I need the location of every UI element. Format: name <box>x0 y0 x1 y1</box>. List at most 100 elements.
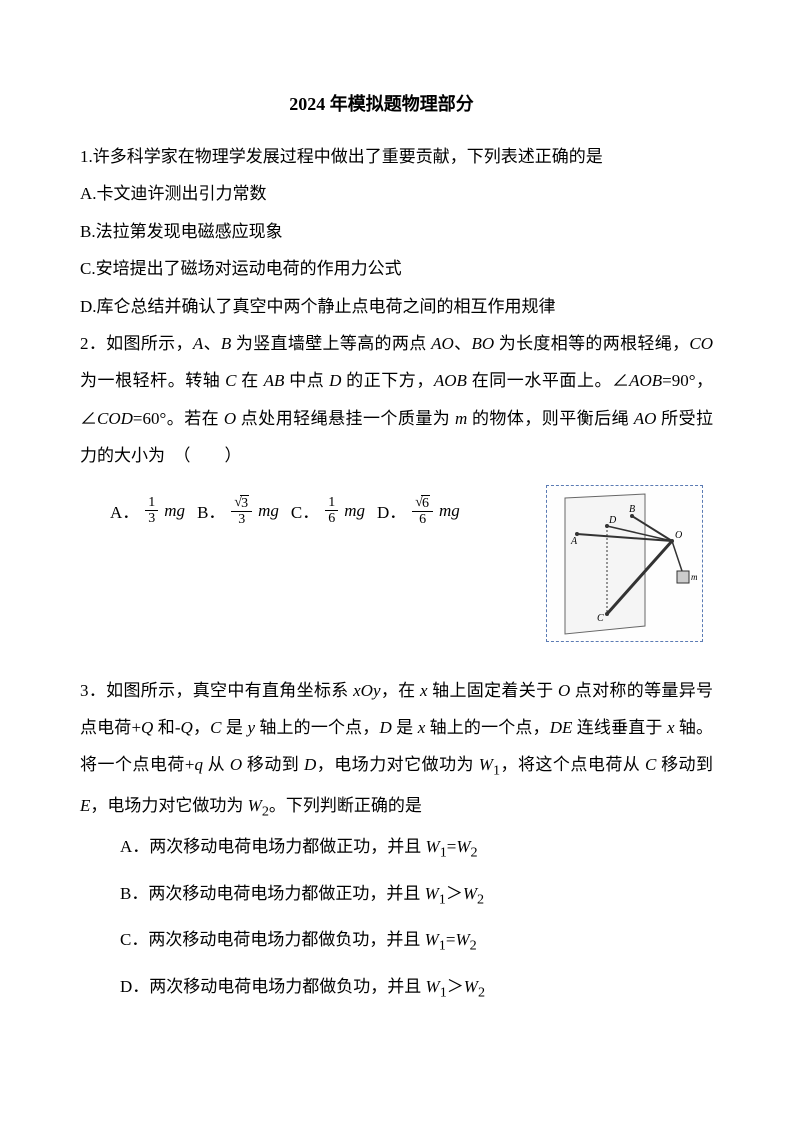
text: 3．如图所示，真空中有直角坐标系 <box>80 681 353 700</box>
text: ，电场力对它做功为 <box>90 796 247 815</box>
text: 的正下方， <box>341 371 434 390</box>
var: q <box>194 755 203 774</box>
diagram-label-m: m <box>691 572 698 582</box>
q1-option-b: B.法拉第发现电磁感应现象 <box>80 213 713 250</box>
q2-options: A． 1 3 mg B． √3 3 mg C． 1 6 <box>80 485 460 528</box>
text: ，将这个点电荷从 <box>500 755 645 774</box>
q3-option-d: D．两次移动电荷电场力都做负功，并且 W1＞W2 <box>120 967 713 1009</box>
text: 、 <box>203 334 221 353</box>
text: ， <box>193 718 210 737</box>
diagram-label-c: C <box>597 613 604 624</box>
text: 轴上固定着关于 <box>428 681 558 700</box>
text: 2．如图所示， <box>80 334 193 353</box>
text: B．两次移动电荷电场力都做正功，并且 <box>120 884 425 903</box>
page-title: 2024 年模拟题物理部分 <box>50 90 713 116</box>
text: C．两次移动电荷电场力都做负功，并且 <box>120 930 425 949</box>
var-co: CO <box>689 334 713 353</box>
q1-option-d: D.库仑总结并确认了真空中两个静止点电荷之间的相互作用规律 <box>80 288 713 325</box>
text: 、 <box>454 334 472 353</box>
text: 轴上的一个点， <box>255 718 379 737</box>
text: 连线垂直于 <box>572 718 667 737</box>
text: 为一根轻杆。转轴 <box>80 371 225 390</box>
var: D <box>379 718 391 737</box>
tail: mg <box>439 501 460 521</box>
sub: 2 <box>470 938 477 954</box>
text: ，在 <box>381 681 421 700</box>
sub: 2 <box>262 803 269 819</box>
q1-stem: 1.许多科学家在物理学发展过程中做出了重要贡献，下列表述正确的是 <box>80 138 713 175</box>
numerator: √6 <box>412 495 433 512</box>
text: D．两次移动电荷电场力都做负功，并且 <box>120 977 426 996</box>
var: W <box>456 837 470 856</box>
var: y <box>247 718 255 737</box>
numerator: 1 <box>145 495 158 511</box>
text: 中点 <box>284 371 329 390</box>
fraction: 1 3 <box>145 495 158 527</box>
denominator: 6 <box>416 512 429 527</box>
q2-stem: 2．如图所示，A、B 为竖直墙壁上等高的两点 AO、BO 为长度相等的两根轻绳，… <box>80 325 713 475</box>
text: 为竖直墙壁上等高的两点 <box>231 334 431 353</box>
var: C <box>210 718 221 737</box>
text: 。下列判断正确的是 <box>269 796 422 815</box>
var: W <box>455 930 469 949</box>
var: C <box>645 755 656 774</box>
q2-option-d: D． √6 6 mg <box>377 495 460 528</box>
sub: 1 <box>440 845 447 861</box>
exam-page: 2024 年模拟题物理部分 1.许多科学家在物理学发展过程中做出了重要贡献，下列… <box>0 0 793 1122</box>
var-o: O <box>224 409 236 428</box>
text: 是 <box>221 718 247 737</box>
q3-options: A．两次移动电荷电场力都做正功，并且 W1=W2 B．两次移动电荷电场力都做正功… <box>80 827 713 1009</box>
var: xOy <box>353 681 380 700</box>
fraction: 1 6 <box>325 495 338 527</box>
var-ao2: AO <box>634 409 657 428</box>
text: 从 <box>203 755 230 774</box>
var: W <box>426 837 440 856</box>
var-ab: AB <box>264 371 285 390</box>
label: B． <box>197 498 225 523</box>
text: 为长度相等的两根轻绳， <box>494 334 689 353</box>
q2-options-row: A． 1 3 mg B． √3 3 mg C． 1 6 <box>80 485 713 642</box>
var: W <box>464 977 478 996</box>
var: x <box>420 681 428 700</box>
sub: 2 <box>471 845 478 861</box>
var: E <box>80 796 90 815</box>
eq: = <box>446 930 456 949</box>
var: Q <box>141 718 153 737</box>
var: O <box>230 755 242 774</box>
text: 移动到 <box>242 755 304 774</box>
var-b: B <box>221 334 231 353</box>
eq: = <box>447 837 457 856</box>
label: A． <box>110 498 139 523</box>
blank: （ ） <box>182 446 242 465</box>
diagram-label-b: B <box>629 504 635 515</box>
fraction: √3 3 <box>231 495 252 528</box>
text: 在同一水平面上。∠ <box>467 371 629 390</box>
var: W <box>425 884 439 903</box>
var: W <box>479 755 493 774</box>
tail: mg <box>164 501 185 521</box>
text: 是 <box>392 718 418 737</box>
q3-option-b: B．两次移动电荷电场力都做正功，并且 W1＞W2 <box>120 874 713 916</box>
text: ，电场力对它做功为 <box>316 755 478 774</box>
var-m: m <box>455 409 467 428</box>
var: W <box>426 977 440 996</box>
text: 和- <box>153 718 180 737</box>
diagram-label-d: D <box>608 515 617 526</box>
var-cod: COD <box>97 409 133 428</box>
text: 移动到 <box>656 755 713 774</box>
numerator: 1 <box>325 495 338 511</box>
q1-option-c: C.安培提出了磁场对运动电荷的作用力公式 <box>80 250 713 287</box>
sub: 1 <box>439 938 446 954</box>
text: =60°。若在 <box>133 409 224 428</box>
tail: mg <box>258 501 279 521</box>
text: 在 <box>236 371 263 390</box>
text: A．两次移动电荷电场力都做正功，并且 <box>120 837 426 856</box>
var-c: C <box>225 371 236 390</box>
q3-stem: 3．如图所示，真空中有直角坐标系 xOy，在 x 轴上固定着关于 O 点对称的等… <box>80 672 713 828</box>
sub: 1 <box>439 891 446 907</box>
sub: 2 <box>477 891 484 907</box>
var: W <box>425 930 439 949</box>
var: O <box>558 681 570 700</box>
eq: ＞ <box>447 977 464 996</box>
q2-diagram-svg: A B D O C m <box>547 486 702 641</box>
